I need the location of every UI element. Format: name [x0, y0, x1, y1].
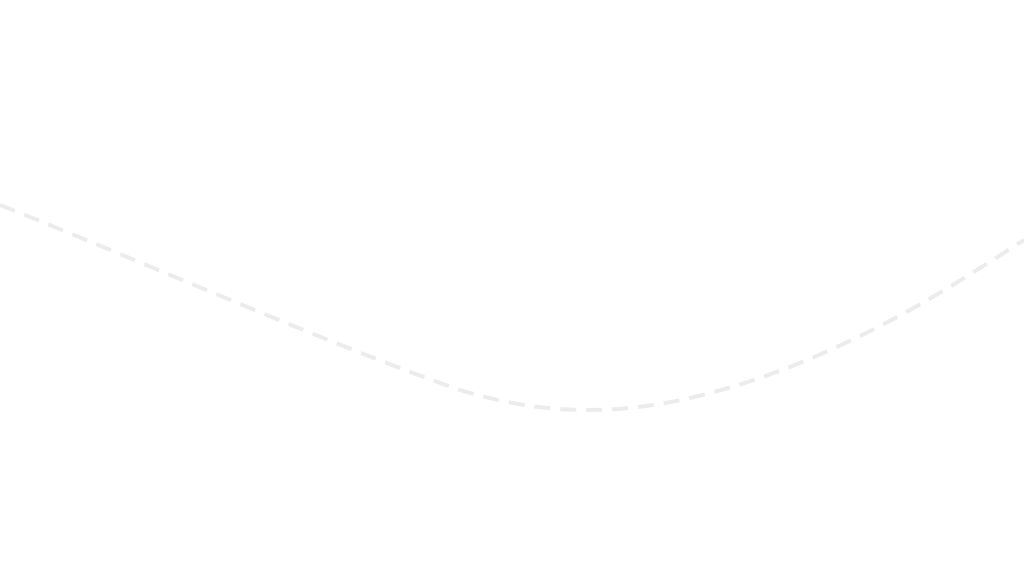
dashed-curve: [0, 203, 1024, 413]
